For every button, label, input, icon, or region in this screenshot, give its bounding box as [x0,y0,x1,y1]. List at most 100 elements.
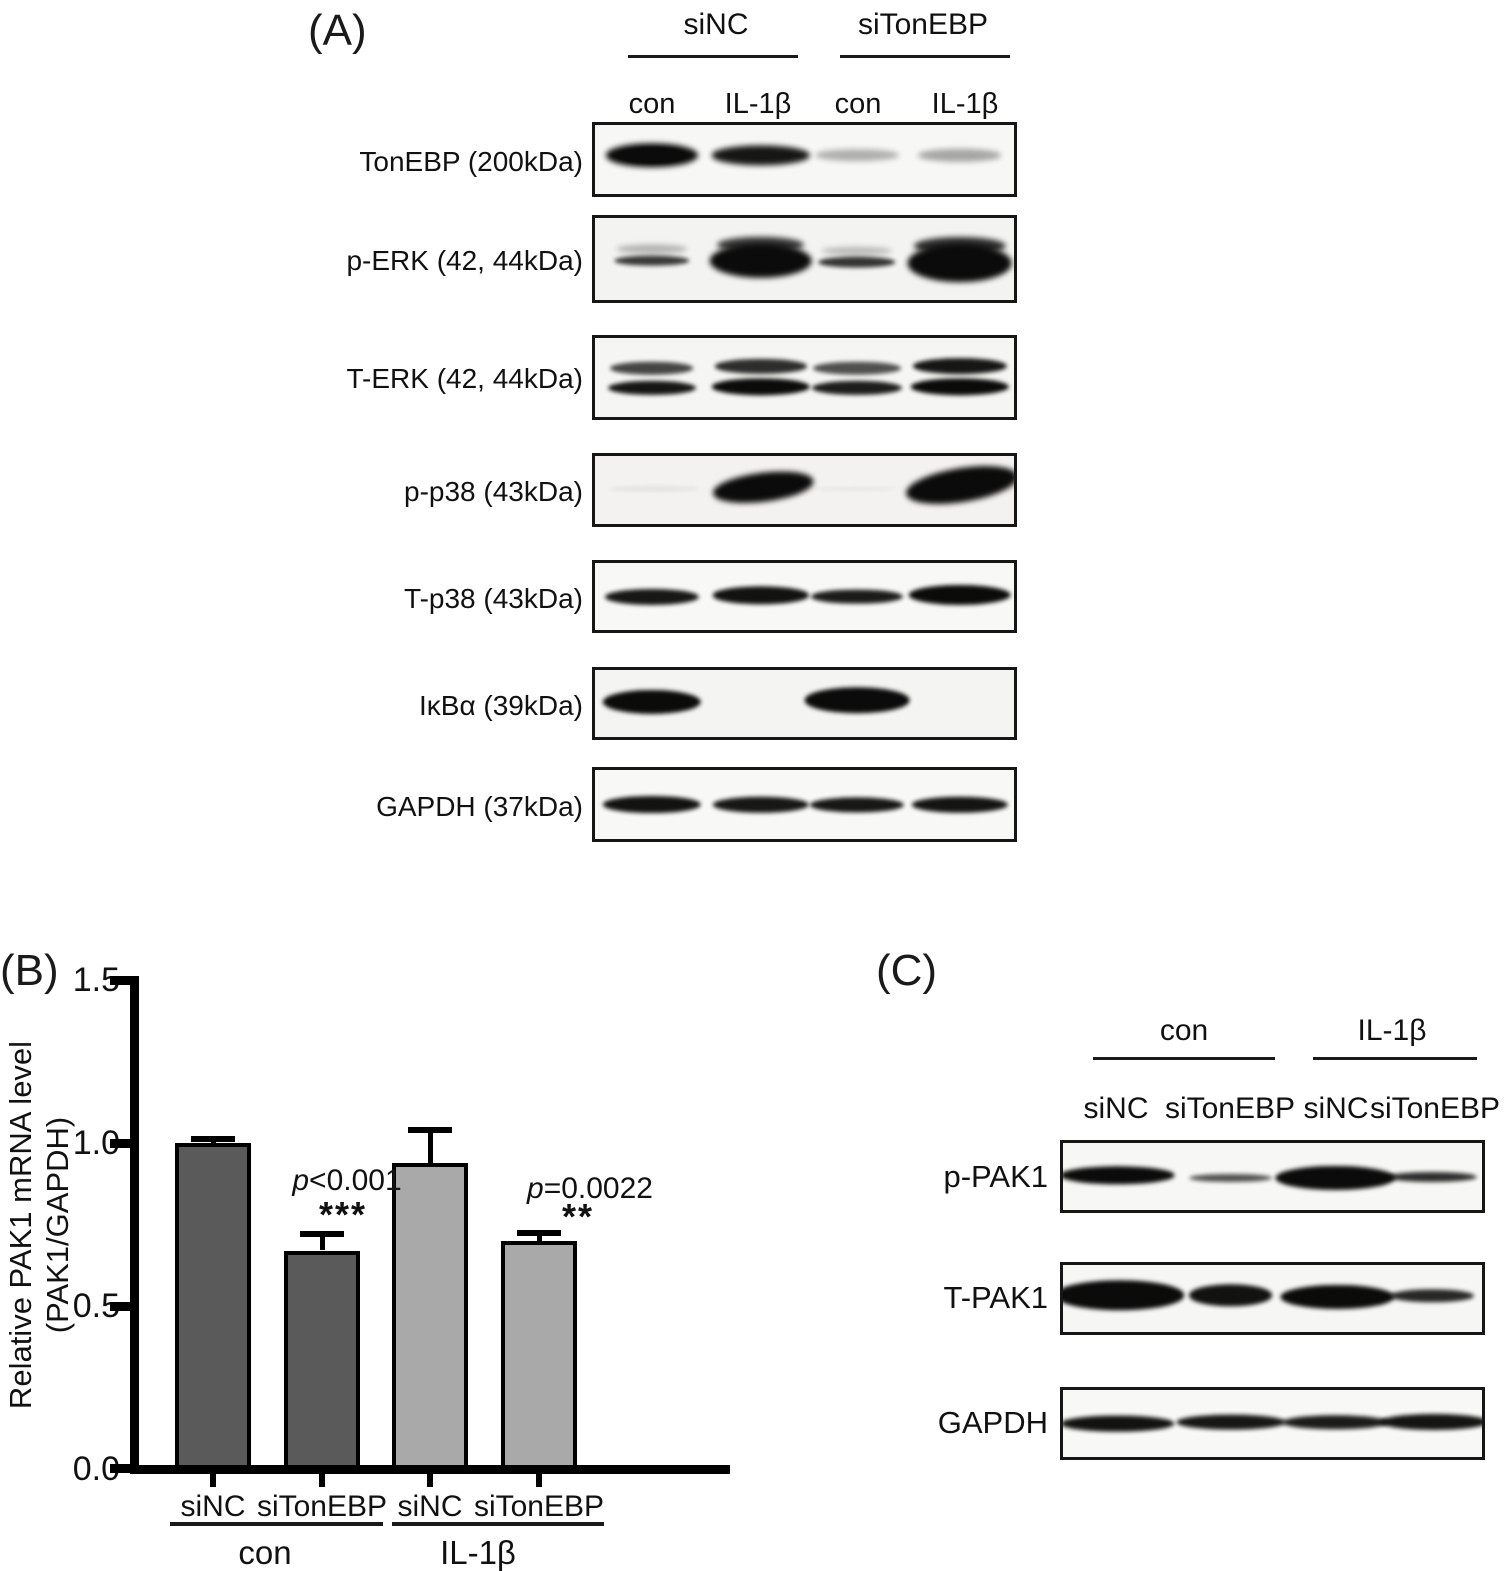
group-underline [170,1522,383,1526]
protein-band [607,380,696,395]
pvalue-annotation-1: p<0.001 [267,1164,427,1198]
panel-c-group-header-il1b: IL-1β [1357,1014,1427,1047]
group-underline [840,55,1010,58]
protein-band [809,796,905,813]
protein-band [917,149,1002,162]
protein-band [908,585,1011,606]
x-category-label: siTonEBP [473,1490,605,1523]
blot-row-label-terk: T-ERK (42, 44kDa) [346,363,583,394]
panel-a-group-header-sinc: siNC [683,8,749,41]
blot-row-label-ppak1: p-PAK1 [943,1159,1048,1194]
x-category-label: siNC [180,1490,246,1523]
panel-c-lane-header: siTonEBP [1369,1092,1501,1125]
blot-row-label-tpak1: T-PAK1 [943,1280,1048,1315]
blot-row-label-ikba: IκBα (39kDa) [418,690,583,721]
protein-band [602,795,701,814]
panel-c-lane-header: siNC [1083,1092,1149,1125]
y-tick-mark [110,1139,130,1148]
protein-band [618,147,686,163]
bar-siNC-IL-1β [392,1163,468,1469]
blot-tonebp [592,122,1017,197]
panel-a-lane-header: con [834,88,882,120]
error-bar-cap [300,1231,344,1237]
protein-band [812,486,897,491]
protein-band [1389,1289,1474,1303]
group-underline [1313,1057,1477,1060]
protein-band [1063,1415,1175,1432]
protein-band [1188,1284,1273,1306]
blot-row-label-tonebp: TonEBP (200kDa) [359,146,583,177]
pvalue-symbol: p [527,1172,544,1205]
blot-row-label-gapdh-a: GAPDH (37kDa) [376,791,583,822]
protein-band [609,361,694,375]
protein-band [604,588,699,605]
blot-perk [592,215,1017,303]
panel-c-lane-header: siNC [1303,1092,1369,1125]
pvalue-text: <0.001 [309,1164,402,1197]
protein-band [911,796,1008,813]
blot-ppak1 [1060,1140,1485,1213]
blot-row-label-tp38: T-p38 (43kDa) [404,583,583,614]
protein-band [1280,1285,1394,1310]
panel-c-label: (C) [876,946,938,995]
protein-band [814,149,899,162]
panel-c-group-header-con: con [1159,1014,1209,1047]
protein-band [709,243,812,278]
blot-row-label-pp38: p-p38 (43kDa) [404,476,583,507]
panel-a-lane-header: IL-1β [724,88,792,120]
protein-band [907,244,1012,282]
protein-band [710,466,815,507]
x-group-label-con: con [238,1534,292,1571]
protein-band [712,796,809,813]
bar-siNC-con [175,1143,251,1469]
protein-band [1275,1165,1396,1190]
protein-band [714,359,807,374]
y-tick-label: 1.5 [72,961,120,999]
y-tick-mark [110,1302,130,1311]
y-tick-label: 1.0 [72,1124,120,1162]
protein-band [903,458,1014,511]
panel-c-lane-header: siTonEBP [1164,1092,1296,1125]
protein-band [607,485,700,492]
error-bar-stem [319,1234,325,1250]
bar-siTonEBP-IL-1β [501,1241,577,1469]
x-tick-mark [210,1474,216,1487]
y-tick-mark [110,976,130,985]
x-tick-mark [319,1474,325,1487]
protein-band [1063,1280,1185,1310]
blot-gapdh-a [592,767,1017,842]
protein-band [1379,1414,1482,1431]
y-axis-label-line2: (PAK1/GAPDH) [40,1116,75,1334]
blot-row-label-perk: p-ERK (42, 44kDa) [346,245,583,276]
blot-terk [592,335,1017,420]
protein-band [615,244,688,254]
x-category-label: siTonEBP [256,1490,388,1523]
panel-a-lane-header: con [628,88,676,120]
y-axis-label: Relative PAK1 mRNA level (PAK1/GAPDH) [2,975,78,1475]
x-group-label-il1b: IL-1β [440,1534,516,1571]
protein-band [602,690,701,715]
protein-band [712,586,809,604]
panel-a-label: (A) [308,6,367,55]
group-underline [392,1522,604,1526]
protein-band [613,255,690,266]
significance-stars-1: *** [318,1194,368,1235]
protein-band [1063,1166,1175,1184]
protein-band [1188,1173,1273,1182]
pvalue-text: =0.0022 [543,1172,653,1205]
x-tick-mark [536,1474,542,1487]
protein-band [804,687,910,713]
error-bar-stem [536,1233,542,1241]
blot-tp38 [592,560,1017,633]
blot-tpak1 [1060,1262,1485,1335]
panel-b-label: (B) [0,946,59,995]
protein-band [912,358,1007,375]
x-axis-line [130,1465,730,1474]
protein-band [1386,1171,1477,1182]
error-bar-cap [408,1127,452,1133]
protein-band [711,145,810,166]
blot-gapdh-c [1060,1387,1485,1460]
protein-band [711,378,810,396]
panel-a-lane-header: IL-1β [931,88,999,120]
